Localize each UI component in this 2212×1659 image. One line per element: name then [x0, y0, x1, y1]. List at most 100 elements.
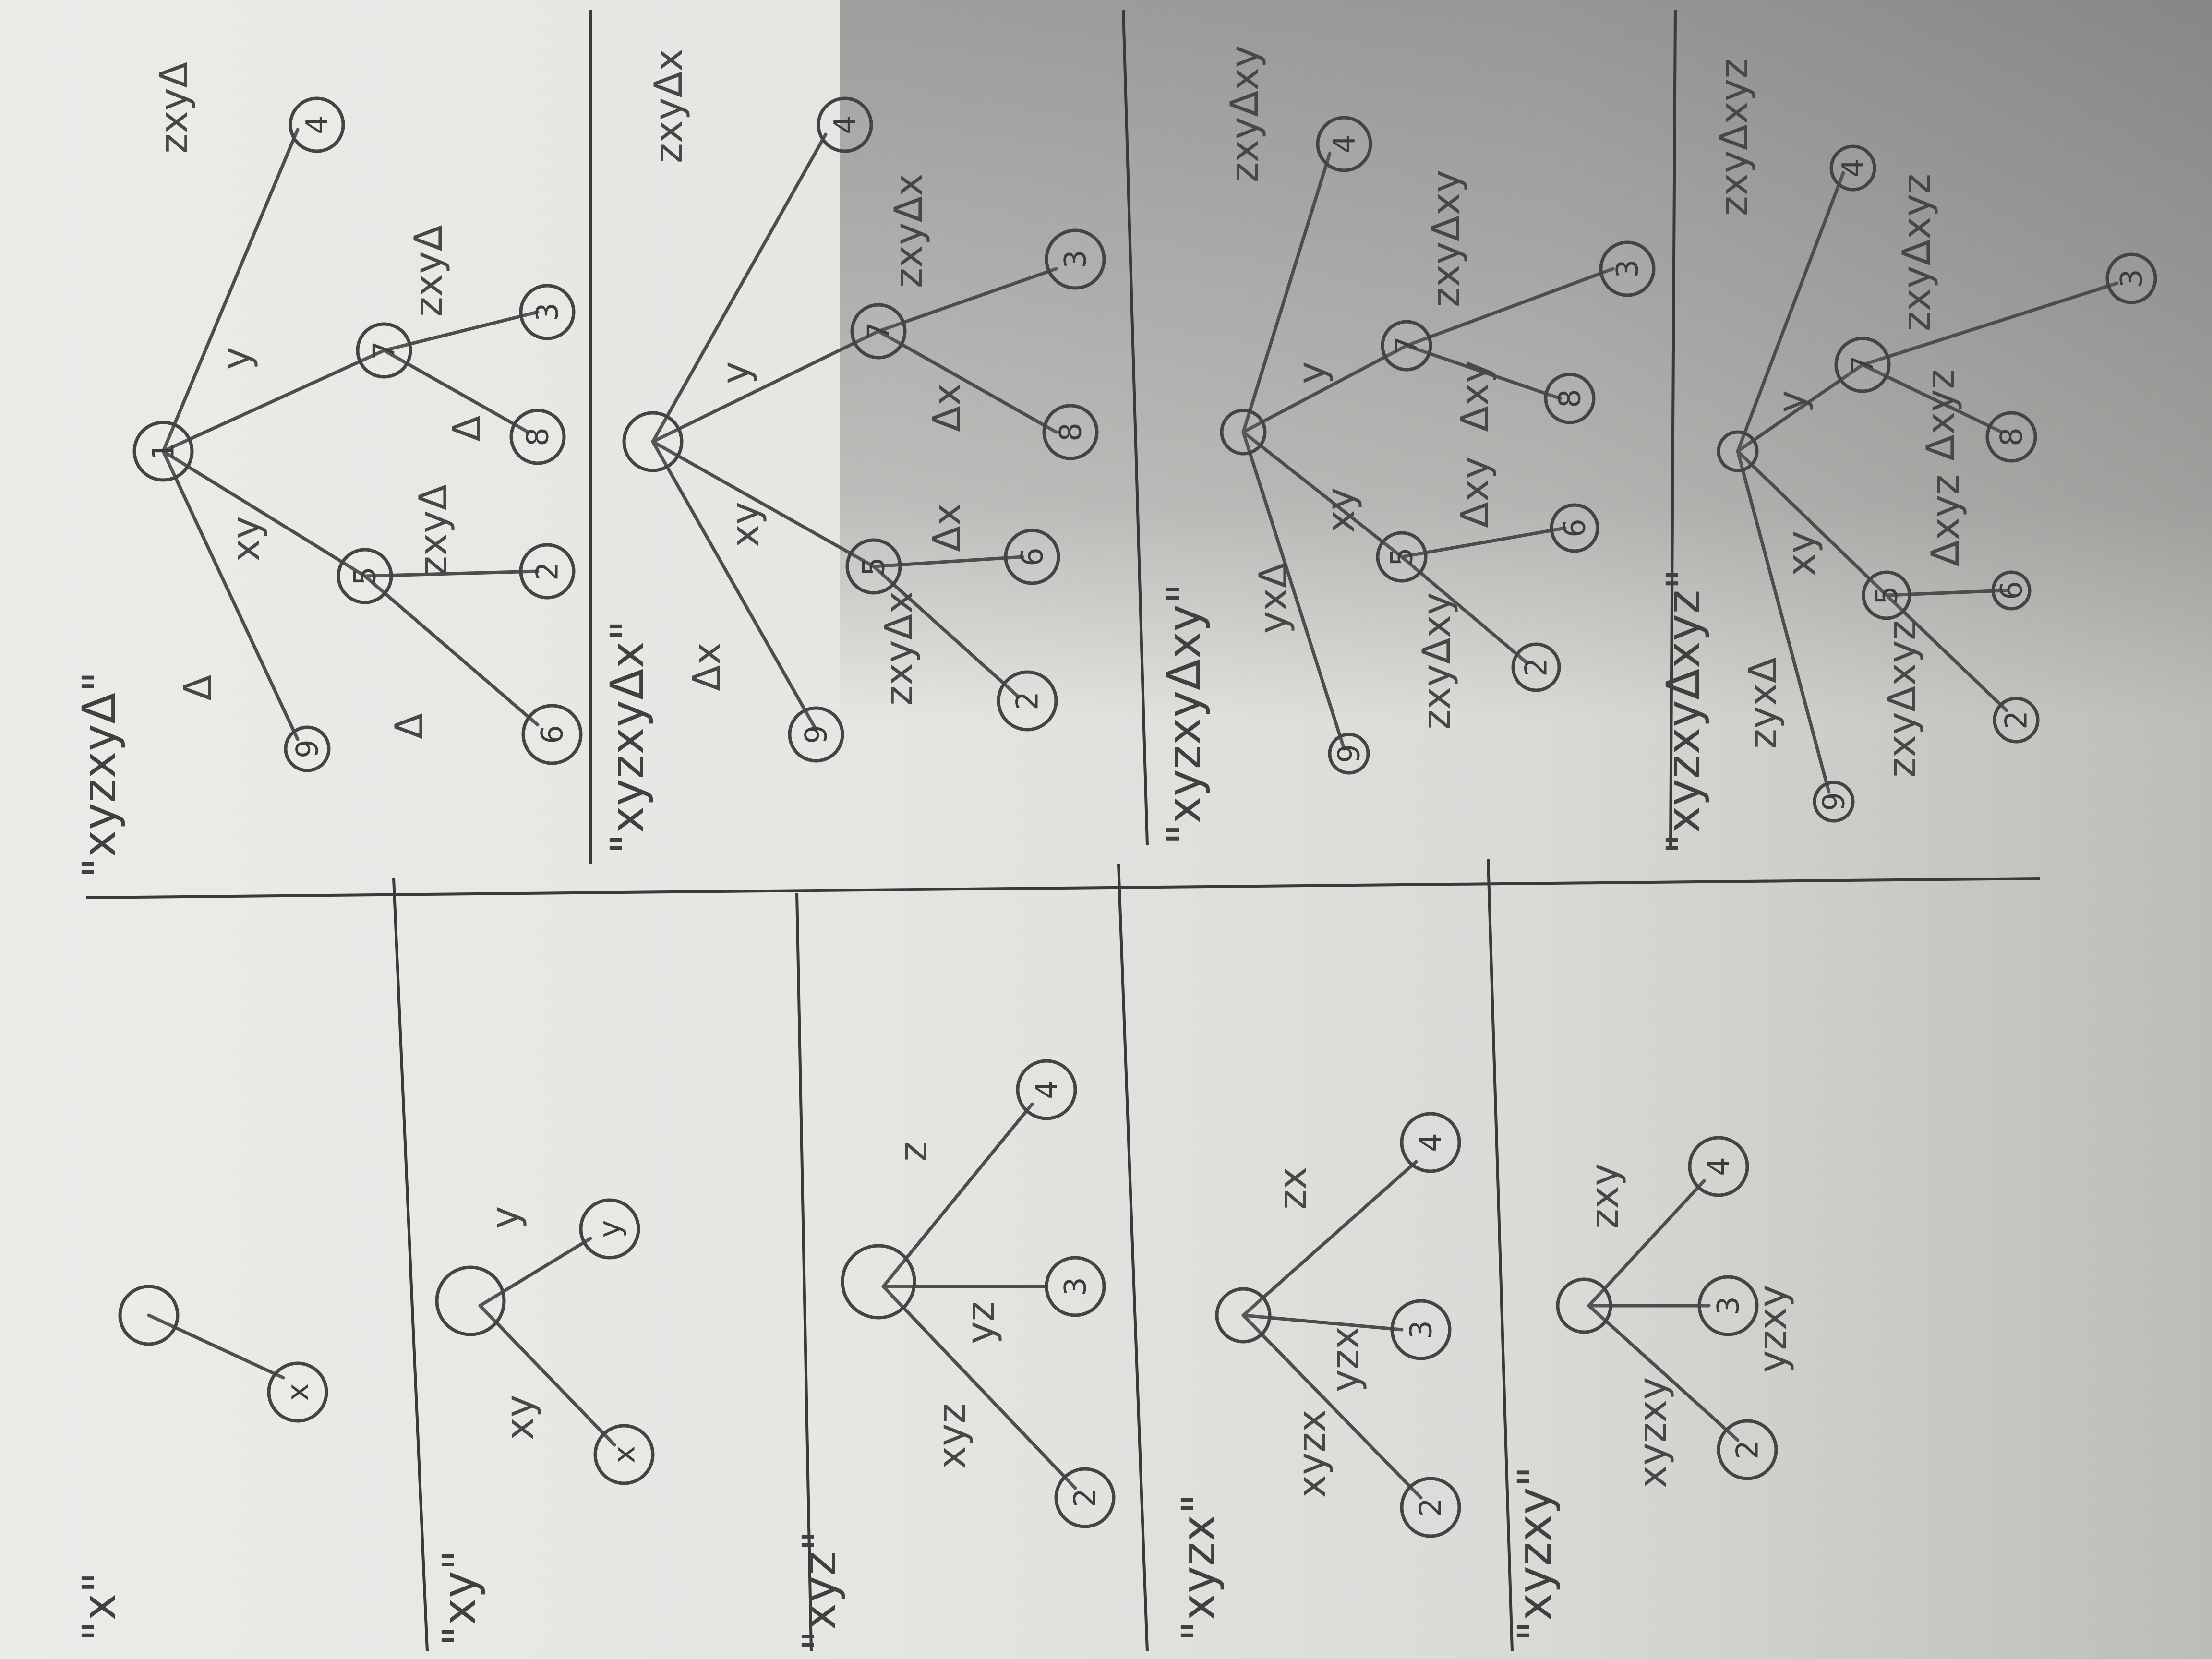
svg-text:8: 8: [1994, 427, 2029, 446]
svg-text:2: 2: [1010, 691, 1045, 710]
tree-node: 9: [1813, 781, 1855, 823]
panel-xyzxy-delta: "xyzxyΔ" zxyΔ y xy Δ zxyΔ Δ zxyΔ Δ 1 5 7…: [72, 61, 583, 878]
svg-text:9: 9: [1332, 744, 1367, 763]
svg-text:8: 8: [1552, 389, 1587, 408]
tree-node: 3: [1599, 240, 1656, 297]
edge-label: Δ: [387, 713, 432, 739]
svg-text:8: 8: [1053, 422, 1088, 441]
svg-text:3: 3: [1711, 1296, 1746, 1315]
tree-node: 4: [1016, 1059, 1077, 1120]
svg-text:1: 1: [146, 442, 181, 460]
edge-label: xy: [1318, 487, 1363, 533]
tree-node: 5: [337, 548, 393, 604]
edge-label: xy: [224, 516, 268, 562]
edge-label: yxΔ: [1251, 562, 1296, 634]
tree-node: x: [593, 1424, 655, 1485]
svg-text:8: 8: [520, 427, 555, 446]
edge-label: zxyΔxy: [1424, 170, 1468, 307]
panel-caption: "xyz": [793, 1530, 846, 1651]
svg-text:2: 2: [1999, 710, 2034, 729]
edge-label: y: [1769, 390, 1814, 413]
edge-label: zxyΔ: [411, 484, 456, 576]
svg-text:6: 6: [535, 725, 570, 744]
panel-xyzxy-delta-xyz: "xyzxyΔxyz" zxyΔxyz y xy zyxΔ zxyΔxyz Δx…: [1657, 59, 2157, 854]
tree-node: 4: [1316, 116, 1372, 172]
tree-node: 8: [1042, 404, 1099, 460]
tree-node: 2: [1717, 1419, 1778, 1480]
tree-node: 4: [817, 96, 873, 153]
panel-caption: "x": [72, 1572, 126, 1642]
svg-text:9: 9: [799, 725, 834, 744]
tree-node: 3: [1045, 228, 1106, 290]
tree-node: [435, 1265, 506, 1336]
tree-node: 2: [1054, 1467, 1116, 1528]
svg-text:x: x: [280, 1383, 315, 1401]
panel-caption: "xyzxy": [1508, 1466, 1562, 1642]
svg-text:4: 4: [1029, 1080, 1064, 1099]
edge-label: xyzx: [1289, 1409, 1334, 1498]
svg-text:3: 3: [1404, 1320, 1439, 1339]
tree-node: [118, 1285, 180, 1346]
svg-text:2: 2: [530, 562, 565, 580]
panel-caption: "xyzxyΔx": [601, 620, 654, 854]
panel-xyzx: "xyzx" xyzx yzx zx 2 3 4: [1172, 1112, 1461, 1642]
tree-node: [1556, 1277, 1612, 1334]
tree-node: 9: [284, 725, 331, 772]
tree-node: 8: [509, 409, 566, 465]
svg-text:4: 4: [1836, 158, 1871, 177]
svg-text:7: 7: [1389, 336, 1424, 355]
edge-label: Δ: [176, 674, 220, 701]
tree-node: 3: [1390, 1299, 1452, 1360]
edge-label: yz: [958, 1301, 1003, 1344]
edge-label: zyxΔ: [1741, 657, 1785, 749]
tree-node: [1220, 409, 1267, 456]
edge-label: xy: [1779, 530, 1824, 576]
svg-text:3: 3: [2114, 269, 2149, 288]
panel-xyzxy: "xyzxy" xyzxy yzxy zxy 2 3 4: [1508, 1136, 1795, 1642]
edge-label: zxyΔxyz: [1894, 174, 1939, 331]
tree-node: 7: [356, 322, 412, 379]
divider-top-3: [1669, 9, 1677, 850]
tree-node: 6: [521, 704, 583, 765]
edge-label: y: [713, 361, 758, 384]
svg-text:6: 6: [1994, 581, 2029, 600]
edge-label: zxyΔxyz: [1712, 59, 1756, 216]
panel-dividers: [86, 9, 2041, 1652]
tree-node: 8: [1544, 373, 1596, 424]
tree-node: 7: [1381, 320, 1432, 372]
tree-node: 7: [850, 303, 907, 360]
edge-label: y: [483, 1206, 528, 1229]
panel-caption: "xy": [433, 1550, 486, 1647]
svg-text:4: 4: [300, 115, 335, 134]
svg-text:5: 5: [1869, 586, 1904, 604]
tree-node: 2: [1993, 697, 2040, 744]
tree-node: 3: [2105, 252, 2157, 304]
tree-node: 9: [1328, 733, 1370, 775]
tree-node: 2: [1511, 642, 1561, 692]
tree-node: 1: [132, 421, 194, 482]
tree-node: 2: [519, 543, 576, 600]
edge-label: yzx: [1323, 1326, 1368, 1392]
panel-xy: "xy" xy y x y: [433, 1198, 655, 1647]
svg-text:4: 4: [828, 115, 863, 134]
divider-bottom-4: [1487, 859, 1514, 1652]
divider-bottom-1: [392, 878, 429, 1652]
tree-node: [841, 1244, 916, 1320]
edge-label: z: [891, 1142, 936, 1162]
tree-node: 3: [1045, 1256, 1106, 1317]
tree-node: 7: [1834, 337, 1891, 393]
edge-label: zx: [1270, 1167, 1315, 1210]
svg-text:7: 7: [861, 322, 896, 340]
edge-label: Δ: [445, 415, 489, 442]
edge-label: xy: [723, 502, 768, 547]
edge-label: zxyΔxyz: [1880, 620, 1924, 778]
svg-text:2: 2: [1730, 1440, 1765, 1459]
svg-text:5: 5: [856, 557, 891, 576]
svg-text:3: 3: [1058, 250, 1093, 268]
tree-node: [1717, 430, 1759, 472]
svg-text:9: 9: [290, 739, 325, 758]
panel-caption: "xyzxyΔxy": [1157, 583, 1211, 845]
svg-text:3: 3: [1610, 259, 1645, 278]
tree-node: 2: [997, 670, 1058, 732]
